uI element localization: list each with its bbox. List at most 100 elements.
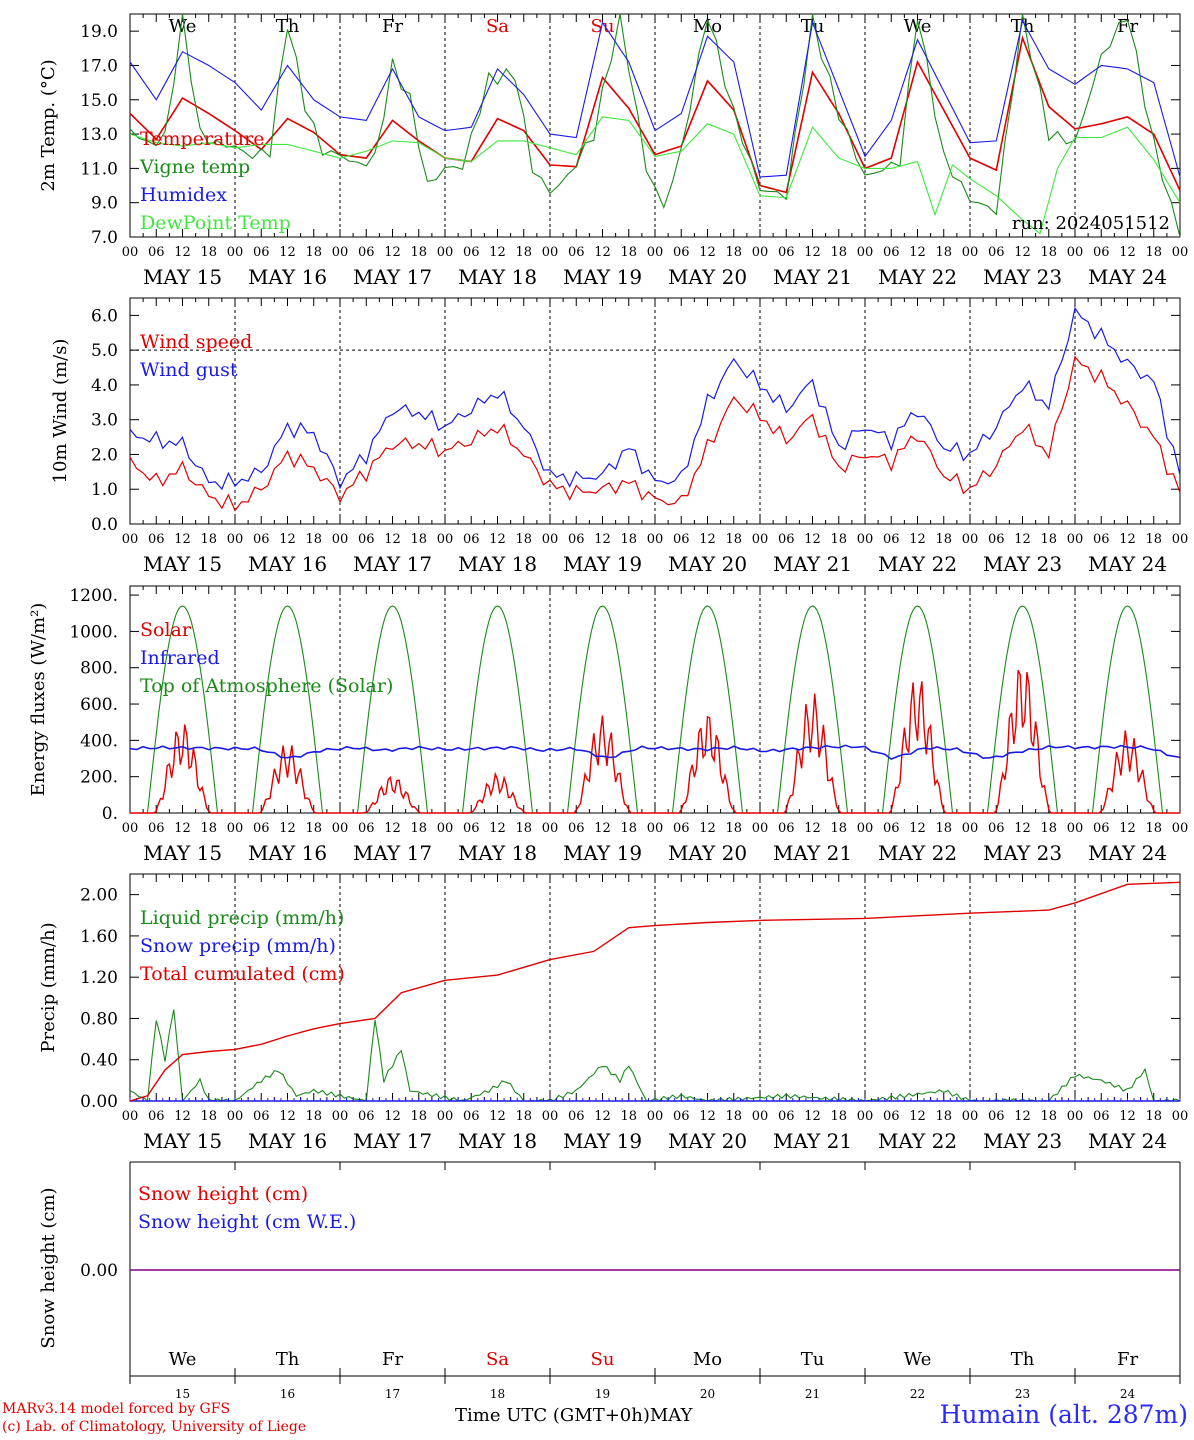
hour-tick-label: 12 [1119,532,1136,547]
hour-tick-label: 12 [1119,245,1136,260]
legend-vigne-temp: Vigne temp [139,156,250,178]
day-number-label: 16 [280,1387,295,1401]
hour-tick-label: 12 [1014,1109,1031,1124]
weekday-label: Mo [693,16,722,37]
legend-dewpoint-temp: DewPoint Temp [140,212,291,234]
run-label: run: 2024051512 [1012,213,1170,234]
hour-tick-label: 18 [935,821,952,836]
hour-tick-label: 18 [410,245,427,260]
hour-tick-label: 06 [358,821,375,836]
wind-tick-label: 3.0 [91,411,118,431]
hour-tick-label: 18 [935,1109,952,1124]
precip-y-axis-label: Precip (mm/h) [38,922,59,1052]
hour-tick-label: 12 [174,821,191,836]
energy-y-axis-label: Energy fluxes (W/m²) [28,603,49,797]
hour-tick-label: 18 [1145,1109,1162,1124]
hour-tick-label: 12 [174,532,191,547]
legend-solar: Solar [140,619,192,641]
hour-tick-label: 06 [988,245,1005,260]
hour-tick-label: 06 [988,821,1005,836]
hour-tick-label: 18 [515,1109,532,1124]
hour-tick-label: 12 [1014,821,1031,836]
day-label: MAY 19 [563,552,642,576]
hour-tick-label: 06 [568,532,585,547]
hour-tick-label: 18 [1040,821,1057,836]
hour-tick-label: 18 [200,1109,217,1124]
legend-humidex: Humidex [140,184,227,206]
hour-tick-label: 18 [305,1109,322,1124]
hour-tick-label: 06 [253,821,270,836]
hour-tick-label: 12 [384,532,401,547]
hour-tick-label: 06 [778,245,795,260]
wind-series-line [129,355,1181,512]
weekday-label-bottom: Tu [801,1349,825,1370]
day-label: MAY 16 [248,1129,327,1153]
hour-tick-label: 06 [883,245,900,260]
hour-tick-label: 06 [253,532,270,547]
hour-tick-label: 06 [988,1109,1005,1124]
wind-y-axis-label: 10m Wind (m/s) [50,339,71,484]
hour-tick-label: 00 [647,532,664,547]
hour-tick-label: 06 [358,1109,375,1124]
hour-tick-label: 18 [1040,1109,1057,1124]
hour-tick-label: 18 [830,821,847,836]
precip-tick-label: 1.20 [80,968,118,988]
snow-tick-label: 0.00 [80,1261,118,1281]
temp-series-line [129,35,1181,194]
day-label: MAY 15 [143,552,222,576]
hour-tick-label: 00 [437,821,454,836]
hour-tick-label: 12 [909,532,926,547]
hour-tick-label: 06 [148,1109,165,1124]
hour-tick-label: 12 [594,1109,611,1124]
precip-tick-label: 2.00 [80,886,118,906]
hour-tick-label: 00 [227,245,244,260]
hour-tick-label: 12 [1014,245,1031,260]
hour-tick-label: 00 [962,821,979,836]
station-label: Humain (alt. 287m) [939,1400,1188,1429]
day-label: MAY 18 [458,552,537,576]
hour-tick-label: 18 [515,821,532,836]
day-label: MAY 15 [143,265,222,289]
hour-tick-label: 12 [804,532,821,547]
temp-y-axis-label: 2m Temp. (°C) [38,59,59,191]
hour-tick-label: 12 [699,1109,716,1124]
hour-tick-label: 06 [148,532,165,547]
day-label: MAY 17 [353,552,432,576]
weekday-label: Fr [382,16,403,37]
hour-tick-label: 12 [1119,821,1136,836]
hour-tick-label: 00 [437,245,454,260]
weekday-label: We [169,16,197,37]
day-label: MAY 24 [1088,265,1167,289]
day-label: MAY 16 [248,552,327,576]
hour-tick-label: 00 [542,245,559,260]
month-label: MAY [649,1405,693,1426]
hour-tick-label: 12 [174,1109,191,1124]
hour-tick-label: 12 [804,1109,821,1124]
hour-tick-label: 00 [437,532,454,547]
hour-tick-label: 06 [883,1109,900,1124]
wind-tick-label: 1.0 [91,480,118,500]
total-cumulated-line [129,881,1181,1102]
hour-tick-label: 12 [489,1109,506,1124]
hour-tick-label: 12 [699,245,716,260]
day-label: MAY 16 [248,841,327,865]
hour-tick-label: 00 [122,821,139,836]
day-label: MAY 23 [983,265,1062,289]
day-number-label: 23 [1015,1387,1030,1401]
day-label: MAY 17 [353,265,432,289]
weekday-label: Th [276,16,300,37]
weekday-label-bottom: Fr [1117,1349,1138,1370]
hour-tick-label: 18 [725,821,742,836]
hour-tick-label: 06 [463,532,480,547]
wind-tick-label: 0.0 [91,515,118,535]
hour-tick-label: 18 [410,1109,427,1124]
day-label: MAY 23 [983,1129,1062,1153]
hour-tick-label: 12 [384,245,401,260]
temp-series-line [129,13,1181,238]
legend-temperature: Temperature [140,128,264,150]
hour-tick-label: 06 [673,821,690,836]
hour-tick-label: 06 [1093,532,1110,547]
hour-tick-label: 18 [1145,821,1162,836]
hour-tick-label: 06 [148,245,165,260]
hour-tick-label: 18 [410,821,427,836]
